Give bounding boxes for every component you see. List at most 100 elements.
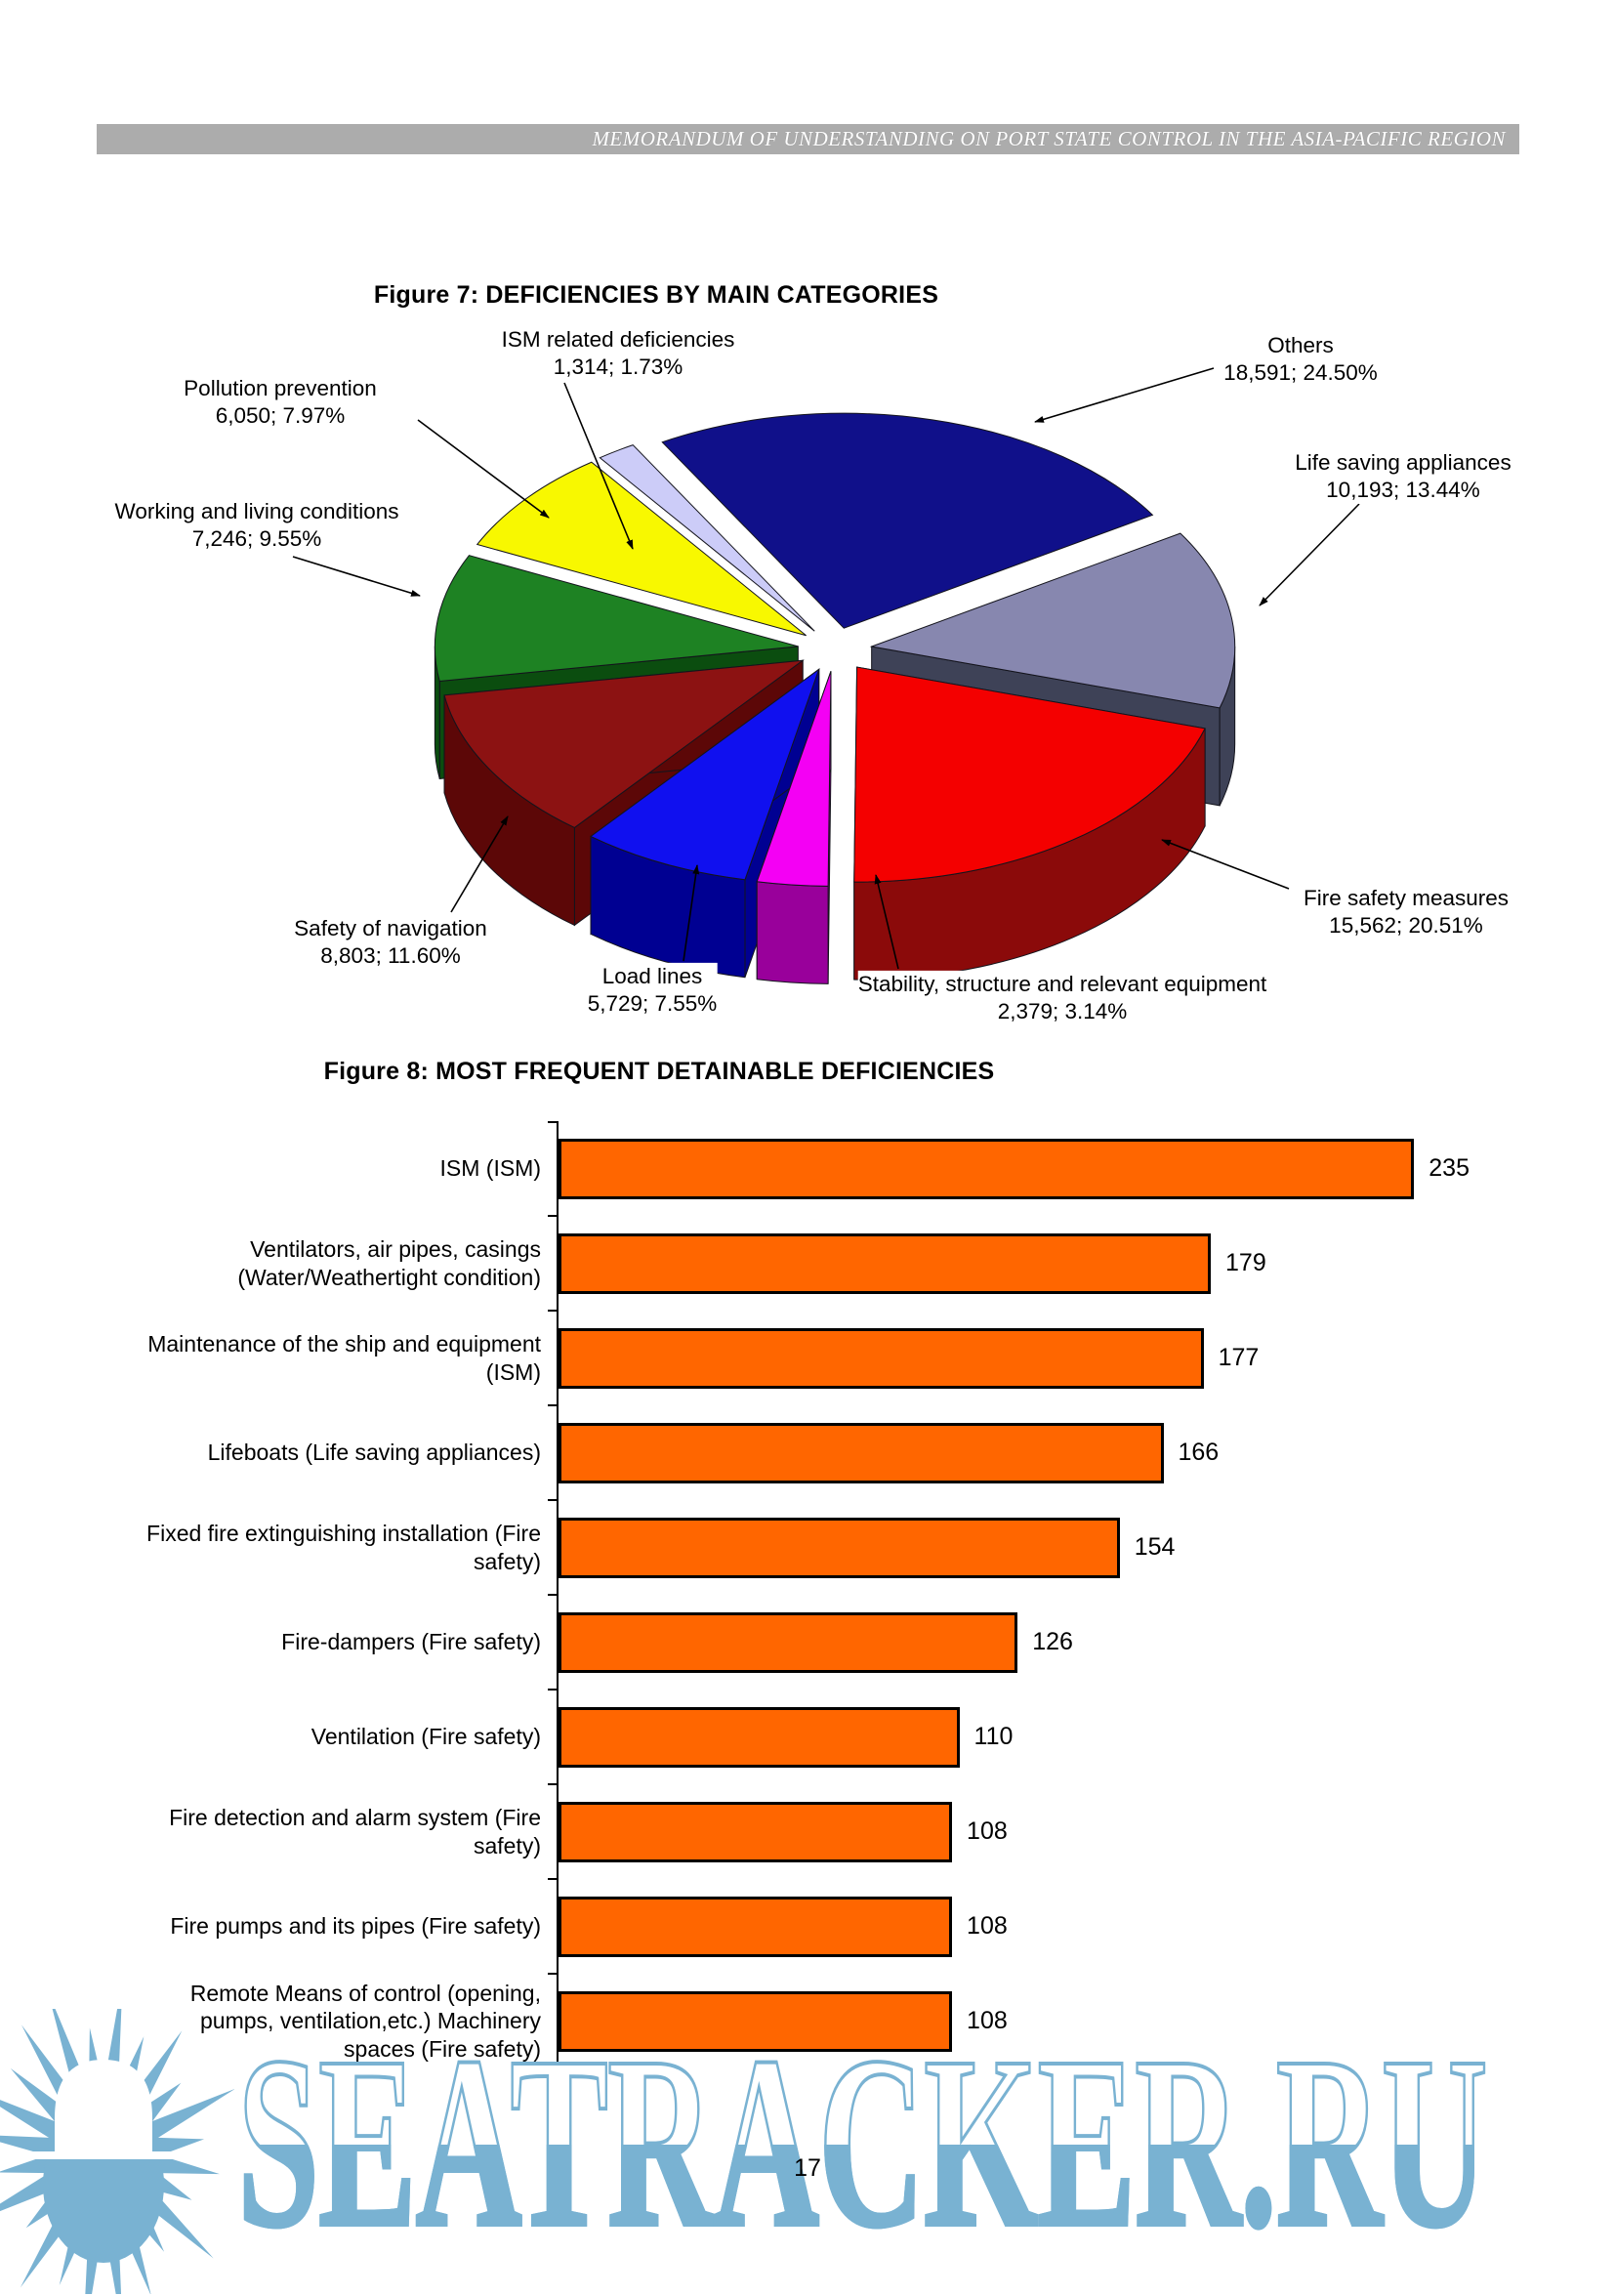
bar-cell: 110 xyxy=(548,1690,1470,1785)
value-label: 166 xyxy=(1178,1439,1220,1466)
pie-label-value: 5,729; 7.55% xyxy=(587,991,718,1016)
label-arrow xyxy=(292,556,421,597)
bar xyxy=(559,1138,1415,1199)
pie-label-value: 15,562; 20.51% xyxy=(1329,913,1483,938)
figure8-title: Figure 8: MOST FREQUENT DETAINABLE DEFIC… xyxy=(323,1058,995,1085)
pie-label-name: Pollution prevention xyxy=(184,375,377,400)
bar-row: Ventilation (Fire safety) 110 xyxy=(146,1690,1592,1785)
pie-label: Fire safety measures 15,562; 20.51% xyxy=(1303,884,1510,940)
sun-logo-icon xyxy=(0,2009,234,2294)
pie-label-value: 8,803; 11.60% xyxy=(320,943,461,968)
pie-label: Working and living conditions 7,246; 9.55… xyxy=(114,497,399,554)
label-arrow xyxy=(874,874,899,970)
value-label: 235 xyxy=(1429,1154,1470,1182)
pie-label: Stability, structure and relevant equipm… xyxy=(857,970,1267,1026)
bar-row: Ventilators, air pipes, casings (Water/W… xyxy=(146,1216,1592,1312)
pie-slice xyxy=(443,659,805,829)
pie-label-name: Stability, structure and relevant equipm… xyxy=(857,971,1267,996)
label-arrow xyxy=(683,864,700,962)
pie-label-name: Safety of navigation xyxy=(294,915,487,940)
bar-row: Fire pumps and its pipes (Fire safety) 1… xyxy=(146,1879,1592,1975)
bar xyxy=(559,1990,953,2052)
value-label: 110 xyxy=(973,1723,1014,1750)
bar xyxy=(559,1517,1120,1578)
pie-slice xyxy=(476,461,807,637)
category-label: Lifeboats (Life saving appliances) xyxy=(207,1440,541,1466)
page-header-bar: MEMORANDUM OF UNDERSTANDING ON PORT STAT… xyxy=(97,124,1519,154)
watermark-text: SEATRACKER.RU xyxy=(236,1995,1489,2288)
label-arrow xyxy=(563,382,634,550)
pie-label: Others 18,591; 24.50% xyxy=(1223,331,1378,388)
pie-label-name: Others xyxy=(1267,332,1334,357)
pie-label-name: ISM related deficiencies xyxy=(501,326,735,352)
label-arrow xyxy=(1161,839,1290,890)
pie-label-value: 10,193; 13.44% xyxy=(1326,478,1480,502)
pie-label-value: 2,379; 3.14% xyxy=(997,999,1128,1023)
category-label: Ventilators, air pipes, casings (Water/W… xyxy=(237,1236,541,1290)
value-label: 108 xyxy=(967,2007,1008,2035)
bar xyxy=(559,1422,1164,1483)
bar-cell: 108 xyxy=(548,1879,1470,1975)
pie-chart-figure7: Others 18,591; 24.50% Life saving applianc… xyxy=(0,313,1615,1040)
bar xyxy=(559,1327,1204,1389)
pie-slice xyxy=(661,412,1154,629)
bar xyxy=(559,1801,953,1862)
bar-cell: 108 xyxy=(548,1974,1470,2069)
category-label: Fire pumps and its pipes (Fire safety) xyxy=(170,1913,541,1940)
bar xyxy=(559,1896,953,1957)
label-arrow xyxy=(1034,367,1215,423)
value-label: 179 xyxy=(1225,1249,1266,1276)
label-arrow xyxy=(417,419,550,519)
category-label: Remote Means of control (opening, pumps,… xyxy=(189,1981,541,2061)
bar-row: Lifeboats (Life saving appliances) 166 xyxy=(146,1405,1592,1501)
value-label: 108 xyxy=(967,1912,1008,1940)
bar-cell: 108 xyxy=(548,1784,1470,1880)
value-label: 177 xyxy=(1218,1344,1260,1371)
pie-slice xyxy=(434,555,799,683)
sun-dome xyxy=(55,2060,152,2153)
bar-cell: 177 xyxy=(548,1311,1470,1406)
bar-row: Fire detection and alarm system (Fire sa… xyxy=(146,1784,1592,1880)
category-label: Ventilation (Fire safety) xyxy=(311,1724,541,1750)
category-label: Fixed fire extinguishing installation (F… xyxy=(146,1521,541,1574)
pie-label: Load lines 5,729; 7.55% xyxy=(587,962,718,1019)
bar-chart-figure8: ISM (ISM) 235 Ventilators, air pipes, ca… xyxy=(146,1121,1592,2095)
pie-label-name: Load lines xyxy=(601,963,703,988)
pie-label-value: 6,050; 7.97% xyxy=(215,403,346,428)
pie-label-name: Life saving appliances xyxy=(1295,449,1511,475)
pie-label-value: 7,246; 9.55% xyxy=(191,526,322,551)
value-label: 126 xyxy=(1032,1628,1073,1655)
category-label: ISM (ISM) xyxy=(439,1155,542,1182)
pie-slice xyxy=(756,671,832,887)
bar-row: Fixed fire extinguishing installation (F… xyxy=(146,1500,1592,1596)
bar xyxy=(559,1611,1018,1673)
page-header-title: MEMORANDUM OF UNDERSTANDING ON PORT STAT… xyxy=(592,127,1506,150)
pie-slice xyxy=(590,667,820,881)
bar xyxy=(559,1706,960,1768)
pie-slice xyxy=(869,532,1236,709)
bar-cell: 235 xyxy=(548,1121,1470,1217)
bar-cell: 126 xyxy=(548,1595,1470,1691)
bar-row: Fire-dampers (Fire safety) 126 xyxy=(146,1595,1592,1691)
pie-slice xyxy=(599,444,815,632)
bar-row: Remote Means of control (opening, pumps,… xyxy=(146,1974,1592,2069)
pie-label: ISM related deficiencies 1,314; 1.73% xyxy=(501,325,735,382)
pie-chart-canvas xyxy=(292,367,1360,984)
bar xyxy=(559,1232,1212,1294)
label-arrow xyxy=(1259,503,1360,606)
pie-label: Safety of navigation 8,803; 11.60% xyxy=(294,914,487,971)
pie-label-value: 1,314; 1.73% xyxy=(553,355,683,379)
sun-divider xyxy=(0,2151,234,2159)
pie-slice-side xyxy=(756,881,829,984)
pie-slice xyxy=(853,666,1206,883)
pie-label-name: Fire safety measures xyxy=(1303,885,1510,910)
axis-tail xyxy=(557,2068,559,2095)
pie-label: Life saving appliances 10,193; 13.44% xyxy=(1295,448,1511,505)
category-label: Maintenance of the ship and equipment (I… xyxy=(147,1331,541,1385)
figure7-title: Figure 7: DEFICIENCIES BY MAIN CATEGORIE… xyxy=(373,281,939,309)
label-arrow xyxy=(450,815,509,913)
pie-label-value: 18,591; 24.50% xyxy=(1223,360,1378,385)
category-label: Fire detection and alarm system (Fire sa… xyxy=(169,1805,541,1858)
bar-row: Maintenance of the ship and equipment (I… xyxy=(146,1311,1592,1406)
bar-cell: 166 xyxy=(548,1405,1470,1501)
